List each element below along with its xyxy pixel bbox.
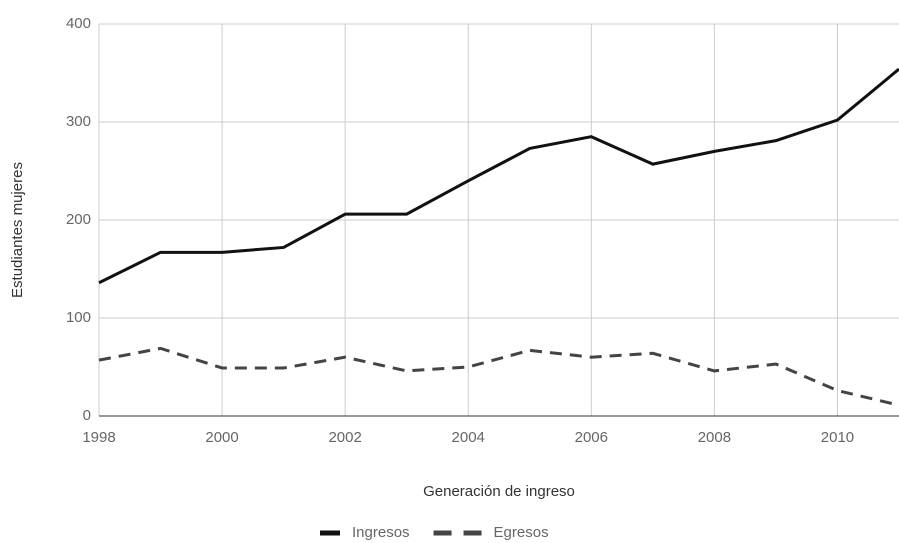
y-tick-label: 400 bbox=[66, 15, 91, 32]
x-tick-label: 2002 bbox=[328, 429, 361, 446]
legend-label: Egresos bbox=[494, 524, 549, 541]
y-tick-label: 0 bbox=[83, 407, 91, 424]
x-axis-label: Generación de ingreso bbox=[423, 483, 575, 500]
x-tick-label: 2004 bbox=[452, 429, 485, 446]
y-tick-label: 200 bbox=[66, 211, 91, 228]
legend-label: Ingresos bbox=[352, 524, 410, 541]
y-axis-label: Estudiantes mujeres bbox=[9, 162, 26, 298]
x-tick-label: 1998 bbox=[82, 429, 115, 446]
x-tick-label: 2000 bbox=[205, 429, 238, 446]
x-tick-label: 2010 bbox=[821, 429, 854, 446]
x-tick-label: 2006 bbox=[575, 429, 608, 446]
y-tick-label: 100 bbox=[66, 309, 91, 326]
y-tick-label: 300 bbox=[66, 113, 91, 130]
line-series bbox=[98, 346, 899, 407]
x-tick-label: 2008 bbox=[698, 429, 731, 446]
line-series bbox=[98, 67, 899, 285]
